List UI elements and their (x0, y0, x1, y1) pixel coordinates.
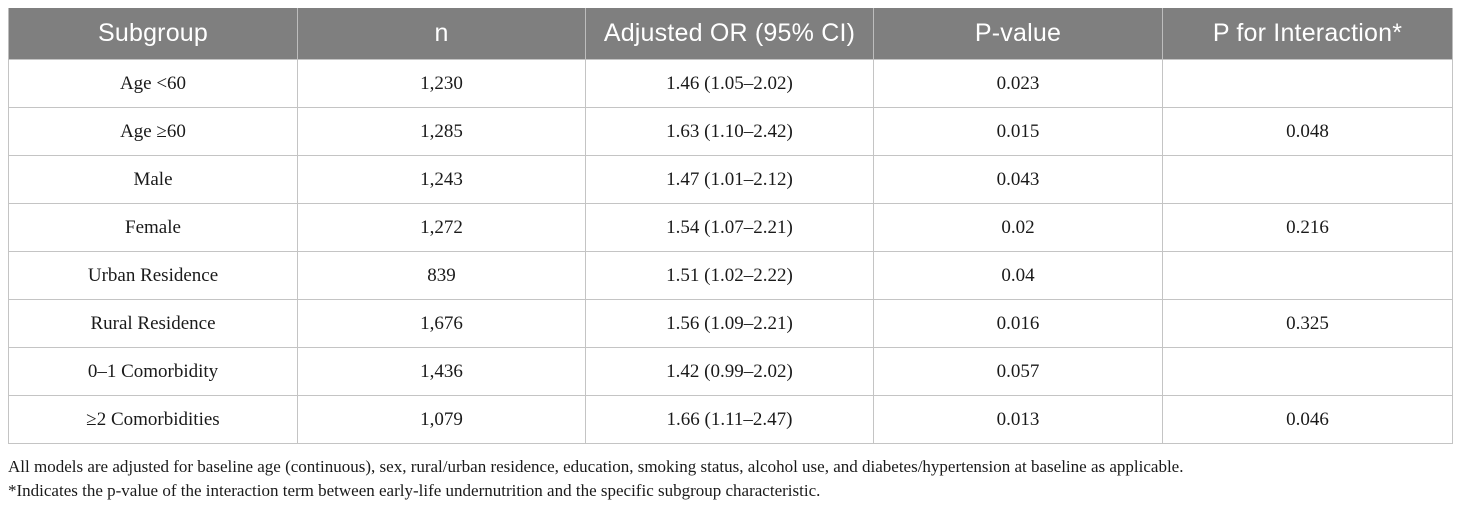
cell-n: 1,243 (297, 155, 586, 204)
table-footnotes: All models are adjusted for baseline age… (8, 455, 1452, 503)
table-row: 0–1 Comorbidity 1,436 1.42 (0.99–2.02) 0… (8, 347, 1453, 396)
table-header: Subgroup n Adjusted OR (95% CI) P-value … (8, 8, 1453, 60)
cell-p-value: 0.023 (873, 59, 1163, 108)
subgroup-table-container: Subgroup n Adjusted OR (95% CI) P-value … (8, 8, 1453, 444)
cell-p-interaction: 0.046 (1162, 395, 1453, 444)
adjustment-note: All models are adjusted for baseline age… (8, 457, 1184, 476)
cell-p-value: 0.043 (873, 155, 1163, 204)
cell-n: 1,436 (297, 347, 586, 396)
cell-adjusted-or: 1.54 (1.07–2.21) (585, 203, 874, 252)
cell-n: 1,079 (297, 395, 586, 444)
cell-subgroup: Rural Residence (8, 299, 298, 348)
header-row: Subgroup n Adjusted OR (95% CI) P-value … (8, 8, 1453, 60)
cell-adjusted-or: 1.63 (1.10–2.42) (585, 107, 874, 156)
cell-p-interaction: 0.216 (1162, 203, 1453, 252)
table-body: Age <60 1,230 1.46 (1.05–2.02) 0.023 Age… (8, 59, 1453, 444)
table-row: Female 1,272 1.54 (1.07–2.21) 0.02 0.216 (8, 203, 1453, 252)
cell-p-value: 0.057 (873, 347, 1163, 396)
cell-adjusted-or: 1.56 (1.09–2.21) (585, 299, 874, 348)
cell-subgroup: Age <60 (8, 59, 298, 108)
cell-n: 1,676 (297, 299, 586, 348)
cell-p-interaction (1162, 347, 1453, 396)
header-adjusted-or: Adjusted OR (95% CI) (585, 8, 874, 60)
cell-n: 1,272 (297, 203, 586, 252)
cell-subgroup: Female (8, 203, 298, 252)
cell-p-interaction (1162, 59, 1453, 108)
cell-subgroup: Urban Residence (8, 251, 298, 300)
cell-p-value: 0.04 (873, 251, 1163, 300)
cell-adjusted-or: 1.51 (1.02–2.22) (585, 251, 874, 300)
cell-p-interaction: 0.048 (1162, 107, 1453, 156)
cell-subgroup: Male (8, 155, 298, 204)
cell-p-value: 0.013 (873, 395, 1163, 444)
subgroup-analysis-table: Subgroup n Adjusted OR (95% CI) P-value … (8, 8, 1453, 444)
table-row: Urban Residence 839 1.51 (1.02–2.22) 0.0… (8, 251, 1453, 300)
cell-adjusted-or: 1.47 (1.01–2.12) (585, 155, 874, 204)
table-row: Male 1,243 1.47 (1.01–2.12) 0.043 (8, 155, 1453, 204)
cell-adjusted-or: 1.66 (1.11–2.47) (585, 395, 874, 444)
cell-n: 1,285 (297, 107, 586, 156)
cell-subgroup: 0–1 Comorbidity (8, 347, 298, 396)
cell-p-value: 0.016 (873, 299, 1163, 348)
cell-adjusted-or: 1.42 (0.99–2.02) (585, 347, 874, 396)
cell-n: 1,230 (297, 59, 586, 108)
header-n: n (297, 8, 586, 60)
cell-p-interaction (1162, 251, 1453, 300)
table-row: Age ≥60 1,285 1.63 (1.10–2.42) 0.015 0.0… (8, 107, 1453, 156)
table-row: Rural Residence 1,676 1.56 (1.09–2.21) 0… (8, 299, 1453, 348)
cell-p-value: 0.015 (873, 107, 1163, 156)
cell-adjusted-or: 1.46 (1.05–2.02) (585, 59, 874, 108)
header-p-interaction: P for Interaction* (1162, 8, 1453, 60)
table-row: Age <60 1,230 1.46 (1.05–2.02) 0.023 (8, 59, 1453, 108)
header-subgroup: Subgroup (8, 8, 298, 60)
header-p-value: P-value (873, 8, 1163, 60)
interaction-note: *Indicates the p-value of the interactio… (8, 481, 821, 500)
cell-subgroup: Age ≥60 (8, 107, 298, 156)
cell-subgroup: ≥2 Comorbidities (8, 395, 298, 444)
cell-n: 839 (297, 251, 586, 300)
cell-p-value: 0.02 (873, 203, 1163, 252)
cell-p-interaction: 0.325 (1162, 299, 1453, 348)
table-row: ≥2 Comorbidities 1,079 1.66 (1.11–2.47) … (8, 395, 1453, 444)
cell-p-interaction (1162, 155, 1453, 204)
